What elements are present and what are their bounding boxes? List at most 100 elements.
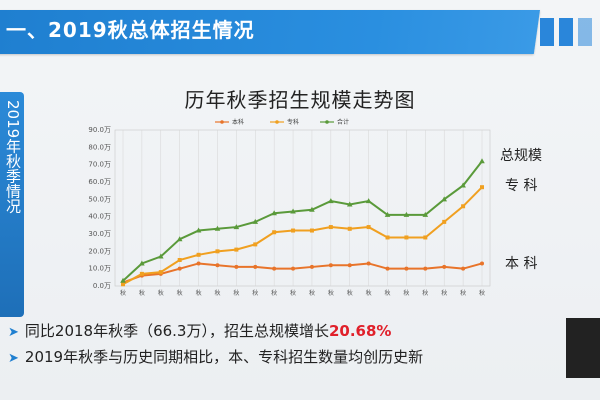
data-point — [139, 271, 144, 276]
x-tick-label: 秋 — [366, 289, 372, 297]
x-tick-label: 秋 — [422, 289, 428, 297]
bullet-item: ➤ 同比2018年秋季（66.3万），招生总规模增长20.68% — [8, 318, 598, 344]
data-point — [422, 211, 429, 217]
data-point — [461, 204, 466, 209]
y-tick-label: 40.0万 — [88, 213, 111, 221]
data-point — [309, 206, 315, 212]
data-point — [442, 264, 447, 269]
plot-frame — [114, 129, 491, 287]
y-tick-label: 20.0万 — [88, 247, 111, 255]
y-tick-label: 90.0万 — [88, 126, 111, 134]
data-point — [215, 263, 220, 268]
data-point — [328, 225, 333, 230]
x-tick-label: 秋 — [309, 289, 315, 297]
data-point — [309, 228, 314, 233]
square-icon — [578, 18, 592, 46]
data-point — [328, 263, 333, 268]
data-point — [328, 198, 334, 204]
data-point — [233, 224, 240, 230]
series-line-合计 — [122, 160, 483, 282]
data-point — [404, 266, 409, 271]
data-point — [365, 198, 372, 204]
data-point — [461, 266, 466, 271]
x-tick-label: 秋 — [460, 289, 466, 297]
x-tick-label: 秋 — [158, 289, 164, 297]
data-point — [214, 225, 221, 231]
data-point — [195, 227, 202, 233]
legend-marker — [220, 120, 224, 124]
data-point — [384, 211, 391, 217]
x-tick-label: 秋 — [177, 289, 183, 297]
legend-label: 专科 — [287, 118, 299, 126]
x-tick-label: 秋 — [214, 289, 220, 297]
data-point — [347, 226, 352, 231]
x-tick-label: 秋 — [479, 289, 485, 297]
arrow-icon: ➤ — [8, 325, 19, 340]
data-point — [460, 182, 466, 188]
y-tick-label: 80.0万 — [88, 143, 111, 151]
legend-marker — [275, 120, 279, 124]
y-tick-label: 30.0万 — [88, 230, 111, 238]
y-tick-label: 60.0万 — [88, 178, 111, 186]
legend-marker — [325, 120, 329, 124]
data-point — [309, 264, 314, 269]
data-point — [366, 261, 371, 266]
data-point — [271, 210, 277, 216]
y-tick-label: 50.0万 — [88, 195, 111, 203]
x-tick-label: 秋 — [441, 289, 447, 297]
data-point — [442, 219, 447, 224]
side-panel-label: 2019年秋季情况 — [4, 100, 22, 214]
data-point — [366, 225, 371, 230]
data-point — [120, 277, 126, 283]
page-title: 一、2019秋总体招生情况 — [6, 18, 255, 42]
series-line-专科 — [122, 186, 483, 286]
data-point — [158, 270, 163, 275]
y-tick-label: 10.0万 — [88, 265, 111, 273]
data-point — [177, 258, 182, 262]
square-icon — [559, 18, 573, 46]
data-point — [290, 208, 296, 214]
data-point — [253, 264, 258, 269]
data-point — [480, 261, 484, 266]
data-point — [196, 252, 201, 257]
annotation-benke: 本 科 — [505, 256, 538, 272]
data-point — [234, 264, 239, 269]
x-tick-label: 秋 — [196, 289, 202, 297]
y-tick-label: 0.0万 — [93, 282, 111, 290]
data-point — [253, 242, 258, 247]
x-tick-label: 秋 — [403, 289, 409, 297]
data-point — [272, 266, 277, 271]
data-point — [234, 247, 239, 252]
data-point — [346, 201, 353, 207]
x-tick-label: 秋 — [233, 289, 239, 297]
bullet-text: 2019年秋季与历史同期相比，本、专科招生数量均创历史新 — [24, 348, 424, 366]
x-tick-label: 秋 — [290, 289, 296, 297]
arrow-icon: ➤ — [8, 351, 19, 366]
side-widget — [566, 318, 600, 378]
data-point — [121, 282, 125, 287]
decorative-squares — [540, 18, 592, 46]
data-point — [441, 196, 448, 202]
bullet-item: ➤ 2019年秋季与历史同期相比，本、专科招生数量均创历史新 — [8, 344, 598, 370]
bullet-text: 同比2018年秋季（66.3万），招生总规模增长 — [24, 322, 329, 340]
data-point — [252, 218, 259, 224]
bullet-list: ➤ 同比2018年秋季（66.3万），招生总规模增长20.68% ➤ 2019年秋季… — [8, 318, 598, 370]
y-tick-label: 70.0万 — [88, 161, 111, 169]
side-panel — [0, 92, 24, 317]
legend-label: 合计 — [337, 118, 349, 126]
x-tick-label: 秋 — [271, 289, 277, 297]
x-tick-label: 秋 — [328, 289, 334, 297]
data-point — [291, 228, 296, 233]
data-point — [176, 236, 183, 242]
growth-highlight: 20.68% — [328, 322, 392, 340]
data-point — [479, 158, 485, 164]
chart-title: 历年秋季招生规模走势图 — [184, 88, 416, 112]
data-point — [157, 253, 164, 259]
series-line-本科 — [122, 262, 483, 284]
x-tick-label: 秋 — [139, 289, 145, 297]
data-point — [272, 230, 277, 235]
data-point — [139, 260, 145, 266]
data-point — [385, 235, 390, 240]
x-tick-label: 秋 — [252, 289, 258, 297]
